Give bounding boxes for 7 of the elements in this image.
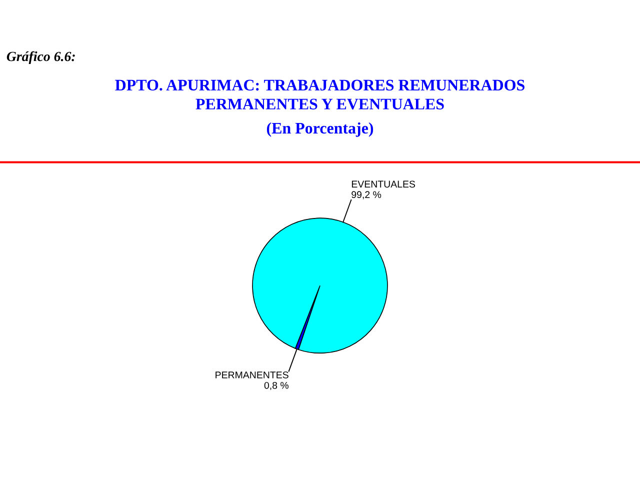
data-label: 0,8 % [264,382,288,390]
text: Gráfico 6.6: [6,51,75,64]
chart-subtitle: (En Porcentaje) [266,122,374,137]
data-label: 99,2 % [352,191,382,200]
slice-label: EVENTUALES [352,180,416,188]
chart-title: DPTO. APURIMAC: TRABAJADORES REMUNERADOS PERMANENTES Y EVENTUALES [115,80,524,110]
slice-label: PERMANENTES [216,371,288,378]
